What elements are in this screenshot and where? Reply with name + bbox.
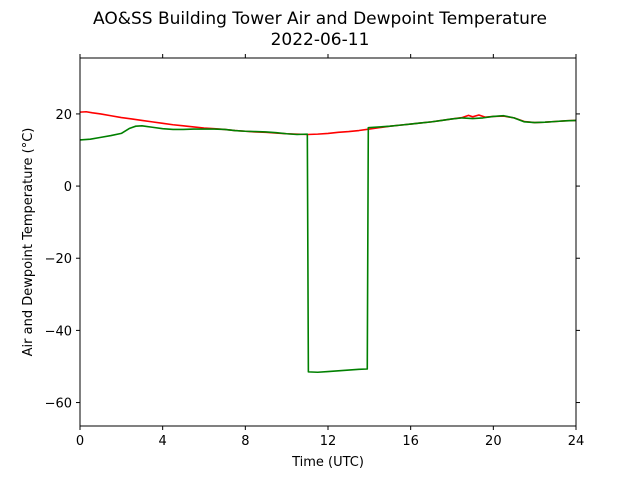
x-tick-label: 16: [402, 434, 419, 449]
y-tick-label: 0: [64, 180, 72, 195]
y-axis-label: Air and Dewpoint Temperature (°C): [21, 128, 36, 357]
series-layer: [79, 110, 577, 374]
x-tick-label: 8: [241, 434, 249, 449]
tick-layer: 0 4 8 12 16 20 24 −60 −40 −20 0 20: [45, 54, 585, 449]
x-tick-label: 12: [320, 434, 337, 449]
x-axis-label: Time (UTC): [291, 455, 364, 470]
y-tick-label: −60: [45, 397, 72, 412]
x-tick-label: 24: [568, 434, 585, 449]
x-tick-label: 20: [485, 434, 502, 449]
chart-subtitle: 2022-06-11: [271, 30, 370, 50]
chart-title: AO&SS Building Tower Air and Dewpoint Te…: [93, 9, 547, 29]
y-tick-label: 20: [55, 108, 72, 123]
series-line-1: [79, 114, 577, 374]
x-tick-label: 4: [159, 434, 167, 449]
y-tick-label: −20: [45, 252, 72, 267]
x-tick-label: 0: [76, 434, 84, 449]
y-tick-label: −40: [45, 324, 72, 339]
plot-frame: [79, 57, 577, 427]
